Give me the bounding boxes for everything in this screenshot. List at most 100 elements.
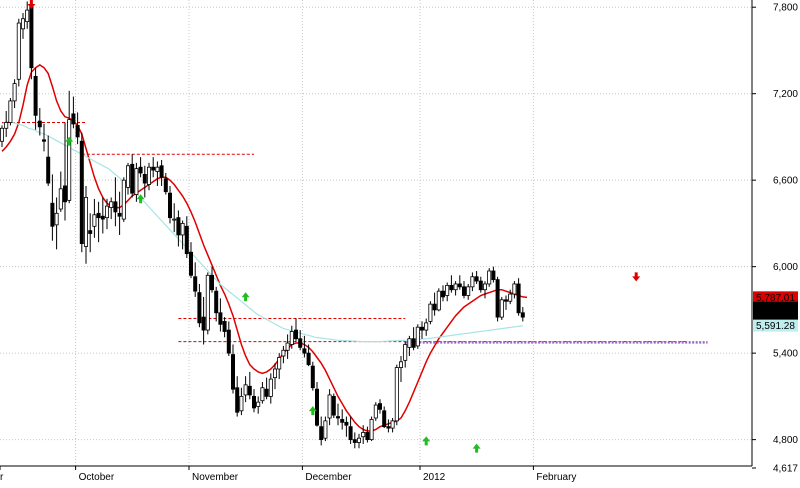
candle-body-down [377, 403, 382, 410]
candle [382, 406, 387, 429]
candle [71, 96, 76, 129]
candle [335, 403, 340, 426]
candle [415, 324, 420, 349]
candle-body-up [239, 395, 244, 412]
candle [63, 122, 68, 221]
candle [340, 409, 345, 430]
candle-body-up [398, 361, 403, 368]
candle-body-up [323, 420, 328, 439]
candle [46, 135, 51, 186]
candle [146, 162, 151, 191]
candle [67, 90, 72, 204]
candle [499, 296, 504, 320]
candle-body-up [58, 188, 63, 210]
y-tick-label: 6,000 [773, 262, 798, 273]
candle [247, 371, 252, 400]
candle-body-down [130, 163, 135, 194]
y-axis-ticks: 7,800 7,200 6,600 6,000 5,400 4,800 4,617 [752, 3, 798, 475]
y-tick-label: 4,800 [773, 435, 798, 446]
candle-body-down [230, 354, 235, 390]
candle-body-up [8, 100, 13, 123]
candle-body-up [12, 83, 17, 102]
candles [0, 0, 525, 449]
candle-body-down [440, 290, 445, 298]
candle [42, 123, 47, 152]
candle-body-down [503, 299, 508, 302]
candle-body-down [310, 365, 315, 389]
candle-body-down [235, 387, 240, 413]
candle-body-down [520, 312, 525, 318]
candle [348, 416, 353, 444]
candle-body-down [63, 185, 68, 203]
candle-body-down [42, 139, 47, 142]
candle-body-up [373, 404, 378, 419]
candle [163, 172, 168, 195]
candle-body-down [218, 312, 223, 325]
candle-body-up [205, 274, 210, 331]
candle [88, 213, 93, 253]
x-tick-label: r [0, 472, 4, 483]
candle-body-down [411, 338, 416, 348]
candle [54, 197, 59, 250]
candle-body-up [243, 384, 248, 396]
candle-body-down [314, 388, 319, 426]
y-tick-label: 5,400 [773, 349, 798, 360]
candle [394, 364, 399, 426]
candle [277, 353, 282, 380]
candle [239, 387, 244, 416]
candle [79, 132, 84, 253]
candle [180, 220, 185, 250]
candle [96, 201, 101, 243]
candle [155, 161, 160, 186]
y-tick-label: 7,200 [773, 89, 798, 100]
candle-body-down [100, 215, 105, 220]
buy-arrow-icon [241, 292, 250, 302]
candle [449, 275, 454, 293]
candle-body-down [71, 113, 76, 125]
candle-body-down [293, 329, 298, 340]
price-tag-box [753, 319, 798, 332]
candle-body-down [201, 316, 206, 331]
candle-body-up [260, 387, 265, 402]
candle-body-down [117, 212, 122, 217]
price-tag-label: 5,656 [756, 312, 781, 323]
candle [214, 286, 219, 322]
candle-body-down [352, 439, 357, 443]
candle-body-down [159, 165, 164, 178]
candle [138, 157, 143, 178]
candle [424, 318, 429, 336]
price-tag-box [753, 310, 798, 323]
candle [222, 317, 227, 338]
candle-body-up [4, 122, 9, 129]
x-tick-label: December [305, 472, 352, 483]
price-tag: 5,787.01 [753, 291, 798, 304]
candle-body-down [264, 388, 269, 397]
candle [403, 341, 408, 368]
candle-body-up [92, 214, 97, 227]
candle-body-down [167, 192, 172, 219]
candle-body-down [348, 426, 353, 441]
candle [113, 177, 118, 227]
candle-body-up [281, 349, 286, 357]
candle [12, 79, 17, 109]
candle-body-up [499, 299, 504, 318]
candle [100, 197, 105, 234]
candle-body-down [298, 338, 303, 348]
candle-body-down [29, 6, 34, 69]
candle [20, 12, 25, 39]
candle [130, 154, 135, 198]
candle [508, 289, 513, 305]
buy-arrow-icon [472, 443, 481, 453]
candle [50, 174, 55, 241]
candle [314, 381, 319, 427]
candle [16, 18, 21, 87]
y-tick-label: 4,617 [773, 464, 798, 475]
candle-body-up [146, 166, 151, 185]
candle [369, 416, 374, 442]
candle-body-down [138, 166, 143, 174]
candle [440, 285, 445, 302]
candle [281, 345, 286, 364]
candle [184, 216, 189, 259]
candle-body-up [394, 367, 399, 422]
candle-body-down [188, 251, 193, 276]
